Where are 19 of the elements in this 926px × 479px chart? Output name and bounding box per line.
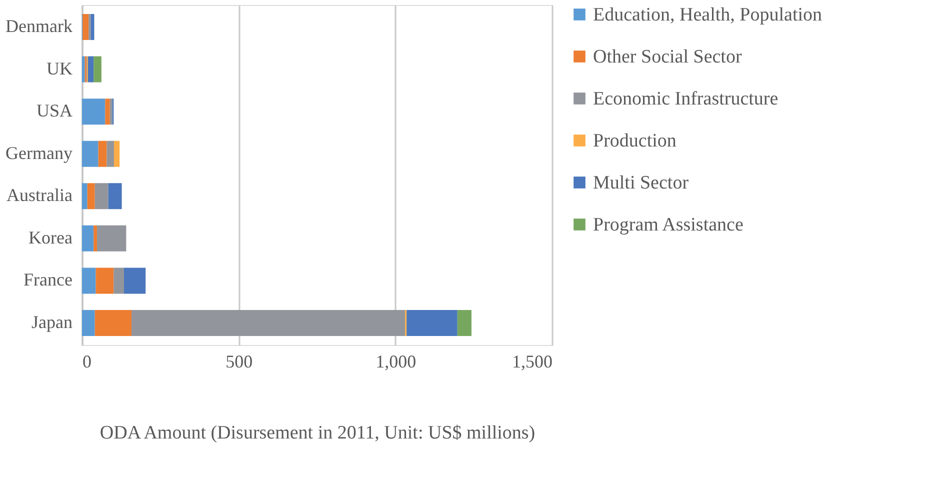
y-tick-label: Australia [6, 185, 73, 206]
y-tick-label: Japan [32, 312, 72, 332]
x-tick-label: 500 [226, 352, 253, 372]
legend-label: Program Assistance [593, 214, 744, 236]
y-tick-label: Korea [28, 227, 72, 248]
legend-label: Education, Health, Population [593, 4, 823, 26]
x-tick-label: 1,000 [376, 352, 416, 372]
x-tick-label: 0 [82, 352, 92, 372]
y-tick-label: Denmark [6, 16, 72, 36]
legend-label: Production [593, 130, 677, 152]
y-tick-label: UK [46, 58, 72, 78]
x-tick-label: 1,500 [512, 352, 552, 372]
legend-label: Economic Infrastructure [593, 88, 778, 110]
legend-label: Multi Sector [593, 172, 690, 194]
y-tick-label: USA [36, 100, 72, 121]
y-tick-label: France [24, 270, 72, 290]
y-tick-label: Germany [6, 142, 72, 163]
legend-label: Other Social Sector [593, 46, 742, 68]
x-axis-title: ODA Amount (Disursement in 2011, Unit: US$ millions) [100, 422, 536, 444]
